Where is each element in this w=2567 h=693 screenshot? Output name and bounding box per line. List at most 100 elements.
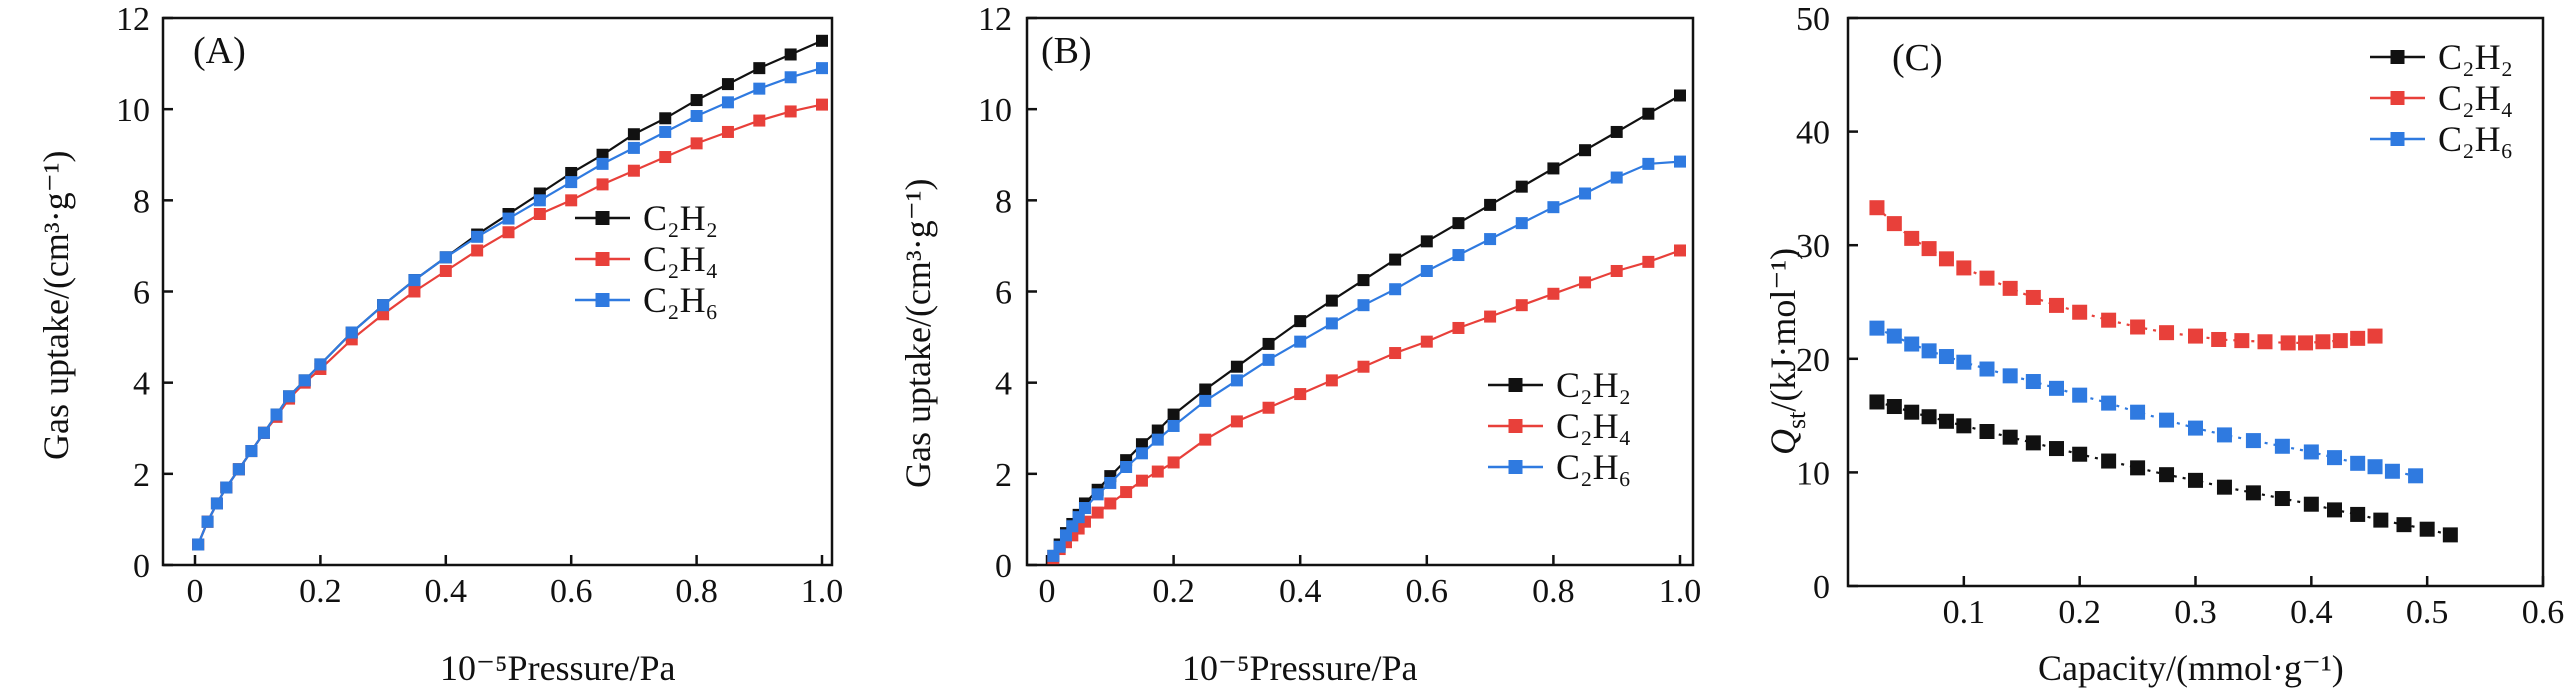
legend-label-c2h2: C₂H₂: [2438, 37, 2513, 77]
data-point-c2h2: [1547, 162, 1560, 175]
series-line-c2h2: [197, 39, 823, 545]
y-tick-label: 10: [1796, 455, 1830, 492]
data-point-c2h6: [627, 141, 640, 154]
data-point-c2h2: [1869, 394, 1885, 410]
panel-b-series: [1047, 89, 1686, 565]
legend-marker-c2h2: [595, 211, 610, 225]
data-point-c2h6: [439, 251, 452, 264]
data-point-c2h6: [1047, 549, 1060, 562]
data-point-c2h2: [2101, 453, 2117, 469]
y-tick-label: 0: [133, 548, 150, 585]
data-point-c2h2: [2159, 467, 2175, 483]
data-point-c2h4: [2211, 331, 2227, 347]
panel-b-y-axis-label: Gas uptake/(cm³·g⁻¹): [898, 179, 938, 488]
legend-marker-c2h4: [595, 252, 610, 266]
data-point-c2h2: [816, 34, 828, 47]
data-point-c2h6: [1325, 317, 1338, 330]
data-point-c2h2: [2442, 527, 2458, 543]
data-point-c2h4: [784, 105, 797, 118]
data-point-c2h4: [2332, 333, 2348, 349]
panel-b-x-axis-label: 10⁻⁵Pressure/Pa: [1182, 648, 1418, 688]
data-point-c2h4: [2025, 289, 2041, 305]
x-tick-label: 0.2: [2058, 594, 2101, 631]
data-point-c2h6: [565, 176, 578, 189]
data-point-c2h6: [1869, 320, 1885, 336]
data-point-c2h4: [1104, 497, 1117, 510]
data-point-c2h6: [2101, 395, 2117, 411]
y-tick-label: 10: [978, 92, 1012, 129]
data-point-c2h6: [1904, 336, 1920, 352]
panel-a-x-ticks: 0 0.2 0.4 0.6 0.8 1.0: [187, 555, 844, 610]
data-point-c2h4: [2101, 312, 2117, 328]
data-point-c2h4: [1956, 260, 1972, 276]
data-point-c2h6: [220, 481, 233, 494]
data-point-c2h4: [1674, 244, 1686, 257]
series-line-c2h4: [1876, 206, 2376, 344]
panel-c-x-ticks: 0.1 0.2 0.3 0.4 0.5 0.6: [1943, 576, 2564, 631]
data-point-c2h4: [721, 125, 734, 138]
data-point-c2h2: [1904, 404, 1920, 420]
data-point-c2h6: [1072, 511, 1085, 524]
data-point-c2h2: [1515, 180, 1528, 193]
data-point-c2h6: [2216, 427, 2232, 443]
panel-b-x-ticks: 0 0.2 0.4 0.6 0.8 1.0: [1039, 555, 1701, 610]
data-point-c2h4: [1484, 310, 1497, 323]
data-point-c2h6: [1357, 299, 1370, 312]
data-point-c2h2: [1956, 418, 1972, 434]
data-point-c2h6: [408, 274, 421, 287]
data-point-c2h4: [408, 285, 421, 298]
data-point-c2h4: [377, 308, 390, 321]
data-point-c2h6: [2350, 455, 2366, 471]
data-point-c2h6: [283, 390, 296, 403]
y-tick-label: 0: [995, 548, 1012, 585]
data-point-c2h4: [2130, 319, 2146, 335]
data-point-c2h2: [2350, 506, 2366, 522]
data-point-c2h6: [1886, 328, 1902, 344]
data-point-c2h4: [690, 137, 703, 150]
y-tick-label: 6: [995, 275, 1012, 312]
series-line-c2h6: [1052, 160, 1681, 557]
data-point-c2h2: [1420, 235, 1433, 248]
data-point-c2h6: [1420, 264, 1433, 277]
data-point-c2h6: [1230, 374, 1243, 387]
data-point-c2h2: [596, 148, 609, 161]
data-point-c2h4: [439, 264, 452, 277]
data-point-c2h4: [1420, 335, 1433, 348]
x-tick-label: 0.3: [2174, 594, 2217, 631]
data-point-c2h6: [345, 326, 358, 339]
data-point-c2h2: [659, 112, 672, 125]
data-point-c2h6: [1104, 476, 1117, 489]
legend-marker-c2h4: [1508, 419, 1523, 433]
panel-c-x-axis-label: Capacity/(mmol·g⁻¹): [2038, 648, 2344, 688]
x-tick-label: 1.0: [801, 573, 844, 610]
data-point-c2h6: [1674, 155, 1686, 168]
data-point-c2h2: [2188, 472, 2203, 488]
data-point-c2h4: [1886, 216, 1902, 232]
data-point-c2h4: [1938, 251, 1954, 267]
y-tick-label: 12: [978, 1, 1012, 38]
data-point-c2h2: [2130, 460, 2146, 476]
y-tick-label: 6: [133, 275, 150, 312]
y-tick-label: 30: [1796, 228, 1830, 265]
panel-b-y-ticks: 0 2 4 6 8 10 12: [978, 1, 1037, 585]
data-point-c2h4: [1389, 347, 1402, 360]
data-point-c2h6: [784, 71, 797, 84]
data-point-c2h6: [2367, 459, 2383, 475]
data-point-c2h6: [1389, 283, 1402, 296]
data-point-c2h6: [690, 110, 703, 123]
data-point-c2h4: [627, 164, 640, 177]
data-point-c2h6: [1484, 233, 1497, 246]
data-point-c2h4: [471, 244, 484, 257]
data-point-c2h2: [1357, 274, 1370, 287]
data-point-c2h6: [1091, 488, 1104, 501]
panel-a-y-ticks: 0 2 4 6 8 10 12: [116, 1, 173, 585]
data-point-c2h6: [270, 408, 283, 421]
panel-c-y-axis-label: Qst/(kJ·mol⁻¹): [1763, 248, 1811, 455]
data-point-c2h6: [659, 125, 672, 138]
data-point-c2h4: [659, 151, 672, 164]
data-point-c2h2: [1674, 89, 1686, 102]
data-point-c2h6: [502, 212, 515, 225]
legend-marker-c2h2: [2390, 50, 2405, 64]
data-point-c2h6: [1167, 419, 1180, 432]
